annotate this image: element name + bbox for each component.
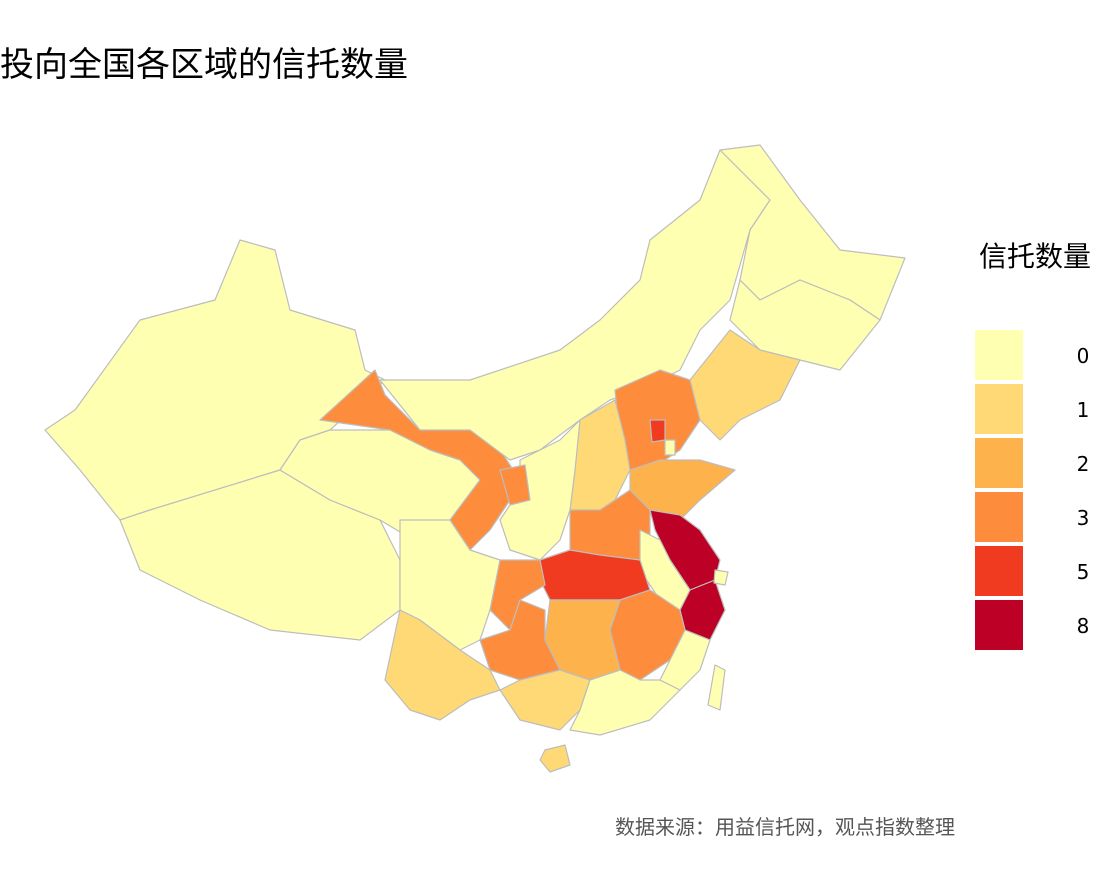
region bbox=[319, 369, 521, 551]
map bbox=[44, 144, 906, 773]
legend-swatch bbox=[975, 600, 1023, 650]
legend-label: 1 bbox=[1077, 398, 1090, 422]
region bbox=[384, 609, 501, 721]
region bbox=[664, 439, 676, 456]
region bbox=[649, 419, 666, 443]
legend-label: 0 bbox=[1077, 344, 1090, 368]
source-note: 数据来源：用益信托网，观点指数整理 bbox=[615, 815, 955, 839]
region bbox=[707, 664, 726, 711]
region bbox=[659, 629, 711, 691]
legend-label: 8 bbox=[1077, 614, 1090, 638]
legend-label: 3 bbox=[1077, 506, 1090, 530]
legend-swatch bbox=[975, 492, 1023, 542]
region bbox=[729, 279, 881, 371]
region bbox=[499, 464, 531, 506]
region bbox=[539, 744, 571, 773]
region bbox=[689, 329, 801, 441]
region bbox=[713, 569, 729, 586]
legend: 0 1 2 3 5 8 bbox=[975, 330, 1089, 650]
chart-title: 投向全国各区域的信托数量 bbox=[0, 45, 408, 85]
region bbox=[499, 419, 581, 561]
legend-swatch bbox=[975, 546, 1023, 596]
legend-label: 2 bbox=[1077, 452, 1090, 476]
legend-label: 5 bbox=[1077, 560, 1090, 584]
region bbox=[379, 149, 771, 461]
region bbox=[479, 599, 561, 681]
region bbox=[569, 669, 681, 736]
legend-swatch bbox=[975, 438, 1023, 488]
legend-swatch bbox=[975, 330, 1023, 380]
legend-swatch bbox=[975, 384, 1023, 434]
legend-title: 信托数量 bbox=[979, 240, 1091, 273]
